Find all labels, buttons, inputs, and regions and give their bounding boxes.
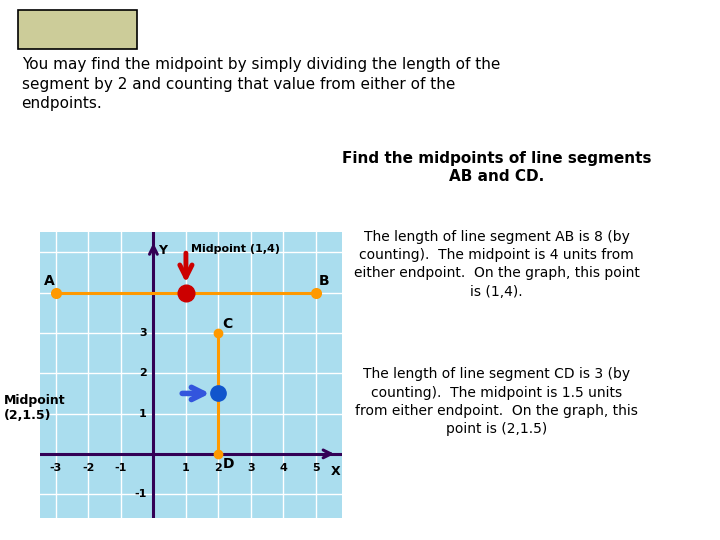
Text: 1: 1: [182, 463, 190, 473]
Text: 2: 2: [215, 463, 222, 473]
Text: The length of line segment CD is 3 (by
counting).  The midpoint is 1.5 units
fro: The length of line segment CD is 3 (by c…: [356, 367, 638, 436]
Text: 3: 3: [139, 328, 147, 338]
Text: 2: 2: [139, 368, 147, 379]
Text: A: A: [43, 274, 54, 288]
Text: Midpoint (1,4): Midpoint (1,4): [191, 245, 280, 254]
Text: X: X: [330, 465, 341, 478]
Text: B: B: [319, 274, 330, 288]
Text: 3: 3: [247, 463, 255, 473]
Text: Method 1: Method 1: [39, 20, 117, 38]
Text: Midpoint
(2,1.5): Midpoint (2,1.5): [4, 394, 66, 422]
Text: -1: -1: [135, 489, 147, 499]
Text: Find the midpoints of line segments
AB and CD.: Find the midpoints of line segments AB a…: [342, 151, 652, 184]
Text: C: C: [222, 317, 233, 331]
Text: 4: 4: [279, 463, 287, 473]
Text: -3: -3: [50, 463, 62, 473]
Text: You may find the midpoint by simply dividing the length of the
segment by 2 and : You may find the midpoint by simply divi…: [22, 57, 500, 111]
Text: 1: 1: [139, 409, 147, 419]
Text: The length of line segment AB is 8 (by
counting).  The midpoint is 4 units from
: The length of line segment AB is 8 (by c…: [354, 230, 640, 299]
Text: Y: Y: [158, 244, 167, 257]
Text: 5: 5: [312, 463, 320, 473]
Text: -2: -2: [82, 463, 94, 473]
Text: D: D: [222, 457, 234, 471]
Text: -1: -1: [114, 463, 127, 473]
